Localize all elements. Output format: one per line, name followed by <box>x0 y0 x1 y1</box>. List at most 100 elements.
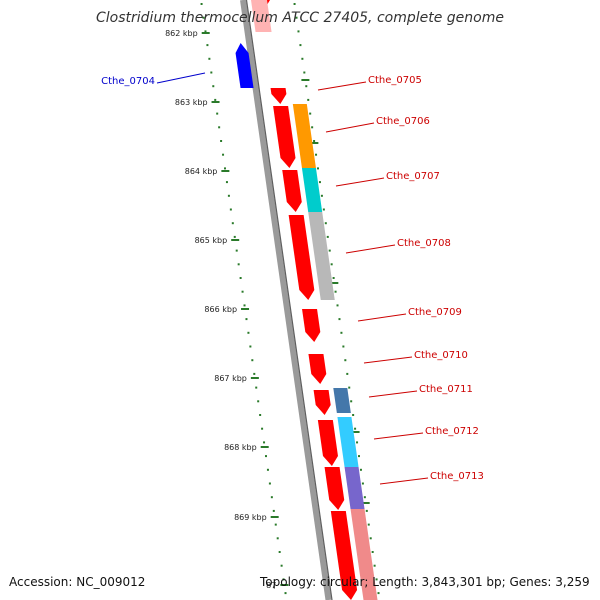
guide-dot <box>373 564 376 567</box>
forward-gene-arrow[interactable] <box>313 390 331 415</box>
clipped-feature[interactable] <box>250 0 272 32</box>
guide-dot <box>311 126 314 129</box>
guide-dot <box>293 3 296 5</box>
ruler-dot <box>206 44 209 47</box>
gene-label-cthe_0710[interactable]: Cthe_0710 <box>414 350 468 361</box>
accession-text: Accession: NC_009012 <box>9 575 145 589</box>
forward-gene-arrow[interactable] <box>317 420 338 466</box>
ruler-dot <box>251 359 254 362</box>
ruler-dot <box>202 16 205 19</box>
forward-gene-arrow[interactable] <box>308 354 327 384</box>
guide-dot <box>348 386 351 389</box>
gene-label-cthe_0705[interactable]: Cthe_0705 <box>368 75 422 86</box>
ruler-dot <box>253 372 256 375</box>
ruler-dot <box>243 304 246 307</box>
ruler-tick-label: 868 kbp <box>224 443 257 452</box>
cog-band-cthe_0707[interactable] <box>301 168 323 212</box>
guide-dot <box>367 523 370 526</box>
ruler-dot <box>204 30 207 33</box>
ruler-dot <box>280 564 283 567</box>
gene-connector <box>357 313 407 322</box>
guide-dot <box>318 181 321 184</box>
guide-dot <box>328 249 331 252</box>
guide-dot <box>303 71 306 74</box>
ruler-dot <box>278 551 281 553</box>
gene-label-cthe_0708[interactable]: Cthe_0708 <box>397 238 451 249</box>
ruler-dot <box>272 509 275 512</box>
ruler-dot <box>239 277 242 279</box>
ruler-dot <box>245 318 248 321</box>
guide-dot <box>377 592 380 595</box>
ruler-dot <box>284 592 287 595</box>
gene-label-cthe_0706[interactable]: Cthe_0706 <box>376 116 430 127</box>
guide-dot <box>356 441 359 444</box>
gene-connector <box>368 390 418 398</box>
ruler-tick-label: 864 kbp <box>185 167 218 176</box>
ruler-dot <box>223 167 226 170</box>
reverse-gene-arrow[interactable] <box>235 43 254 88</box>
ruler-dot <box>235 249 238 252</box>
ruler-dot <box>257 400 260 403</box>
ruler-dot <box>263 441 266 444</box>
ruler-tick-label: 865 kbp <box>195 236 228 245</box>
guide-dot <box>346 372 349 375</box>
cog-band-cthe_0706[interactable] <box>292 104 316 168</box>
forward-gene-arrow[interactable] <box>302 309 321 342</box>
ruler-dot <box>249 345 252 348</box>
ruler-dot <box>274 523 277 526</box>
ruler-dot <box>268 482 271 485</box>
gene-label-cthe_0712[interactable]: Cthe_0712 <box>425 426 479 437</box>
gene-connector <box>345 244 396 254</box>
guide-dot <box>352 414 355 416</box>
guide-dot <box>350 400 353 403</box>
guide-dot <box>338 318 341 321</box>
ruler-dot <box>255 386 258 389</box>
guide-dot <box>313 140 316 142</box>
ruler-tick-label: 87 <box>266 581 276 590</box>
guide-dot <box>299 44 302 47</box>
ruler-tick-label: 862 kbp <box>165 29 198 38</box>
guide-dot <box>354 427 357 430</box>
forward-gene-arrow[interactable] <box>282 170 302 212</box>
forward-gene-arrow[interactable] <box>288 215 315 300</box>
ruler-dot <box>241 290 244 293</box>
gene-label-cthe_0709[interactable]: Cthe_0709 <box>408 307 462 318</box>
guide-dot <box>301 57 304 60</box>
guide-dot <box>297 30 300 33</box>
gene-label-cthe_0713[interactable]: Cthe_0713 <box>430 471 484 482</box>
gene-connector <box>363 356 413 364</box>
guide-dot <box>316 167 319 170</box>
ruler-dot <box>220 140 223 142</box>
ruler-dot <box>237 263 240 266</box>
gene-connector <box>325 122 375 133</box>
guide-dot <box>295 16 298 19</box>
cog-band-pink[interactable] <box>350 509 378 600</box>
gene-label-cthe_0711[interactable]: Cthe_0711 <box>419 384 473 395</box>
cog-band-cthe_0712[interactable] <box>337 417 359 467</box>
forward-gene-arrow[interactable] <box>273 106 296 168</box>
guide-dot <box>361 482 364 485</box>
cog-band-cthe_0711[interactable] <box>333 388 351 413</box>
gene-connector <box>373 432 424 440</box>
guide-dot <box>307 98 310 101</box>
guide-dot <box>336 304 339 307</box>
forward-gene-arrow[interactable] <box>330 511 358 600</box>
guide-dot <box>340 331 343 334</box>
ruler-tick-label: 863 kbp <box>175 98 208 107</box>
forward-gene-arrow[interactable] <box>270 88 287 104</box>
gene-label-cthe_0707[interactable]: Cthe_0707 <box>386 171 440 182</box>
ruler-tick-label: 869 kbp <box>234 513 267 522</box>
guide-dot <box>371 551 374 553</box>
forward-gene-arrow[interactable] <box>324 467 345 510</box>
guide-dot <box>344 359 347 362</box>
ruler-dot <box>225 181 228 184</box>
guide-dot <box>334 290 337 293</box>
cog-band-cthe_0713[interactable] <box>344 467 365 509</box>
ruler-dot <box>214 98 217 101</box>
backbone-edge <box>245 0 333 600</box>
gene-label-cthe_0704[interactable]: Cthe_0704 <box>101 76 155 87</box>
guide-dot <box>326 235 329 238</box>
cog-band-cthe_0708[interactable] <box>308 212 335 300</box>
backbone <box>240 0 332 600</box>
